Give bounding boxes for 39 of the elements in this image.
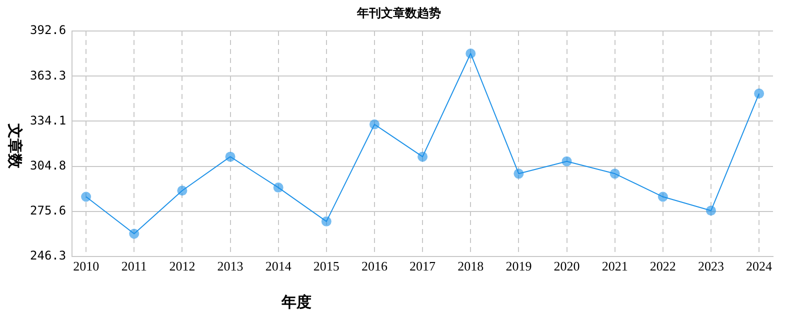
y-tick-label: 363.3 [30,68,66,82]
point [418,152,428,162]
point [369,119,380,130]
point [514,168,524,179]
point [754,88,764,99]
point [321,216,332,226]
point [225,152,236,162]
y-tick-label: 304.8 [30,158,66,172]
point [466,48,476,58]
y-tick-label: 334.1 [30,113,66,128]
x-tick-label: 2012 [169,258,196,274]
point [562,156,572,166]
point [273,182,284,193]
x-tick-label: 2016 [361,258,388,274]
x-tick-label: 2015 [313,258,340,274]
point [706,206,716,216]
x-axis-title: 年度 [280,292,312,311]
y-tick-label: 392.6 [30,23,66,38]
x-tick-label: 2013 [217,258,244,274]
point [129,228,140,239]
x-tick-label: 2023 [698,258,724,274]
point [610,168,620,179]
x-tick-label: 2020 [554,258,580,274]
x-tick-label: 2010 [73,258,100,274]
x-tick-label: 2018 [458,258,484,274]
y-axis-title: 文章数 [6,122,24,170]
x-tick-label: 2011 [121,258,147,274]
point [177,186,188,196]
y-tick-label: 246.3 [30,248,66,263]
x-tick-label: 2017 [410,258,436,274]
point [658,192,668,202]
point [81,192,92,202]
x-tick-label: 2022 [650,258,676,274]
x-tick-label: 2014 [265,258,292,274]
y-tick-label: 275.6 [30,203,66,218]
chart-title: 年刊文章数趋势 [356,6,441,20]
x-tick-label: 2021 [602,258,628,274]
x-tick-label: 2019 [506,258,532,274]
x-tick-label: 2024 [746,258,773,274]
